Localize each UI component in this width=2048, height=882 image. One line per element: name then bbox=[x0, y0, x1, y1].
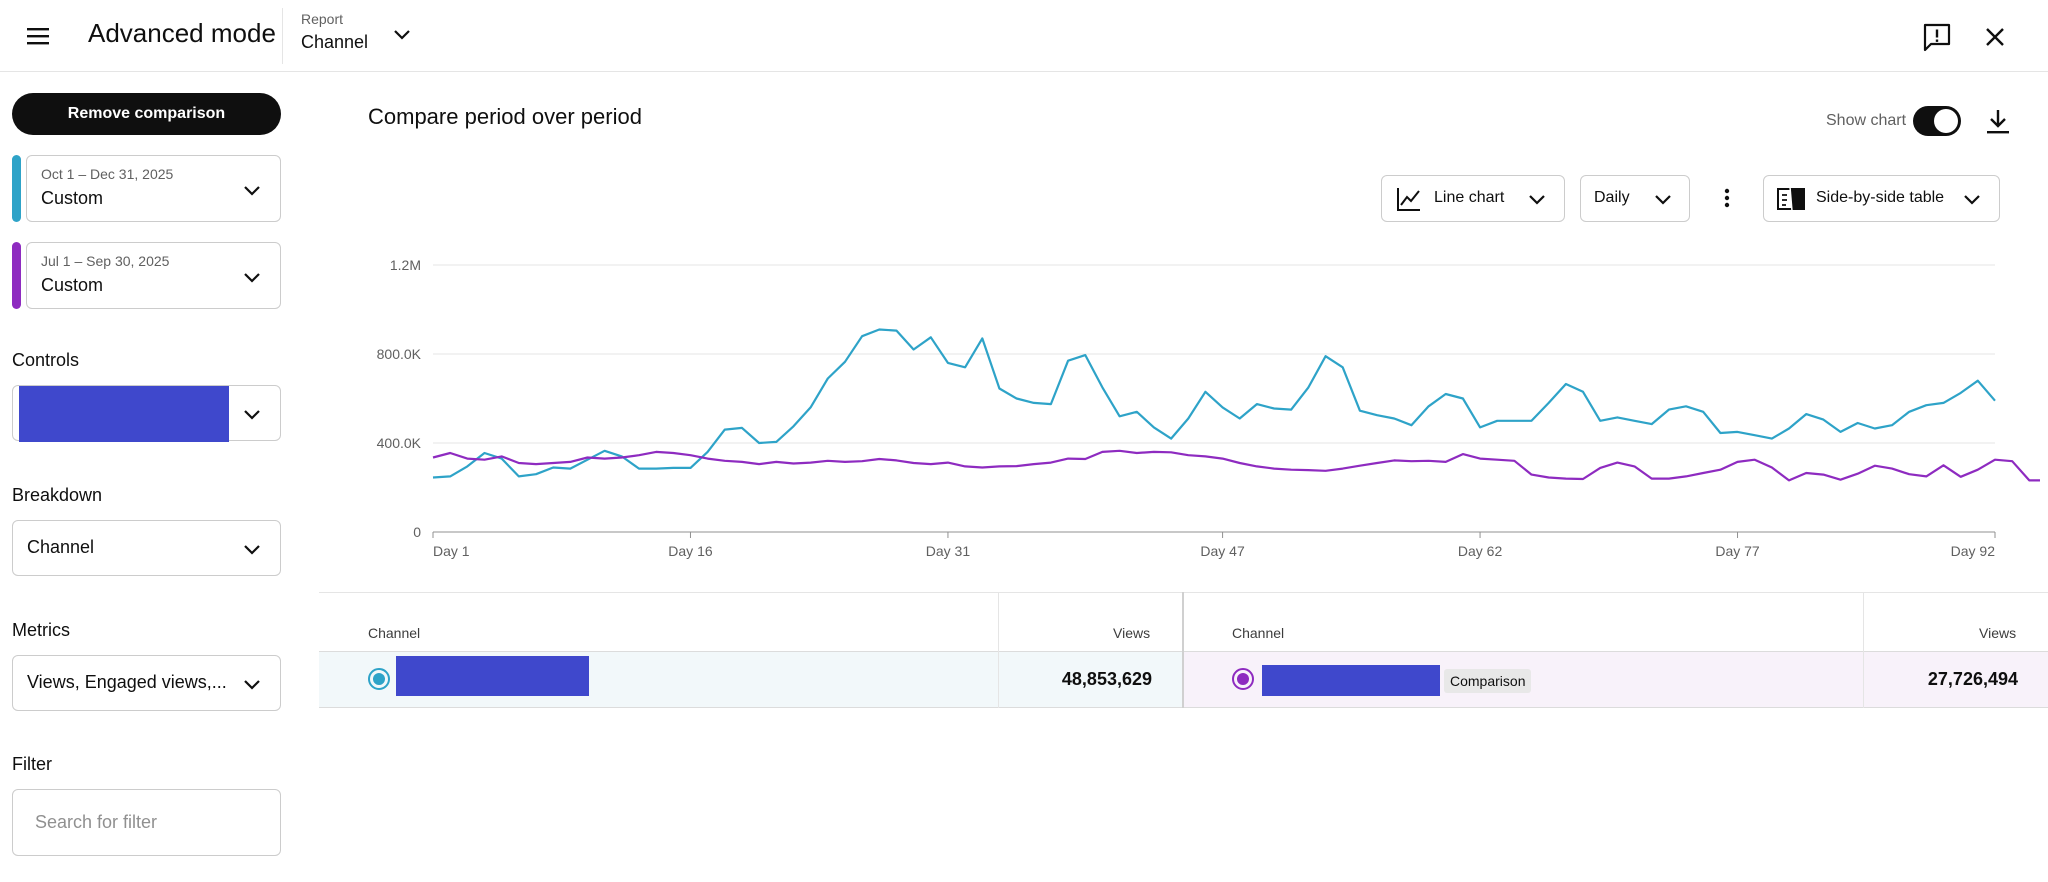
chevron-down-icon bbox=[240, 402, 264, 431]
chevron-down-icon bbox=[240, 265, 264, 294]
views-value: 48,853,629 bbox=[1061, 669, 1152, 689]
breakdown-label: Breakdown bbox=[12, 485, 103, 505]
table-mode-label: Side-by-side table bbox=[1816, 189, 1945, 206]
comparison-column-header-views[interactable]: Views bbox=[1979, 625, 2017, 641]
side-by-side-icon bbox=[1776, 186, 1806, 217]
page-title: Advanced mode bbox=[88, 18, 276, 48]
controls-label: Controls bbox=[12, 350, 80, 370]
report-dropdown-value: Channel bbox=[301, 32, 369, 52]
comparison-channel-thumbnail bbox=[1262, 665, 1440, 696]
column-header-channel[interactable]: Channel bbox=[368, 625, 421, 641]
breakdown-value: Channel bbox=[27, 537, 95, 557]
line-chart: 0 400.0K 800.0K 1.2M Day 1 Day 16 Day 31 Day 47… bbox=[377, 257, 2040, 559]
top-app-bar: Advanced mode Report Channel bbox=[0, 0, 2048, 72]
metrics-dropdown[interactable]: Views, Engaged views,... bbox=[12, 655, 281, 711]
column-divider bbox=[1863, 592, 1864, 708]
channel-thumbnail bbox=[396, 656, 589, 696]
chevron-down-icon bbox=[1960, 187, 1984, 216]
metrics-value: Views, Engaged views,... bbox=[27, 672, 227, 692]
report-dropdown[interactable]: Report Channel bbox=[292, 8, 432, 64]
table-mode-dropdown[interactable]: Side-by-side table bbox=[1763, 175, 2000, 222]
breakdown-dropdown[interactable]: Channel bbox=[12, 520, 281, 576]
comparison-period-color-strip bbox=[12, 242, 21, 309]
controls-color-swatch bbox=[19, 386, 229, 442]
section-title: Compare period over period bbox=[368, 104, 642, 129]
chevron-down-icon bbox=[240, 537, 264, 566]
series-line-comparison-period bbox=[432, 449, 2040, 482]
controls-dropdown[interactable] bbox=[12, 385, 281, 442]
primary-period-range: Oct 1 – Dec 31, 2025 bbox=[41, 166, 174, 182]
more-options-icon[interactable] bbox=[1712, 182, 1742, 214]
report-dropdown-label: Report bbox=[301, 11, 344, 27]
comparison-views-value: 27,726,494 bbox=[1927, 669, 2018, 689]
show-chart-toggle[interactable] bbox=[1913, 106, 1961, 136]
comparison-period-dropdown[interactable]: Jul 1 – Sep 30, 2025 Custom bbox=[26, 242, 281, 309]
row-radio-button[interactable] bbox=[368, 668, 390, 690]
chevron-down-icon bbox=[390, 22, 414, 51]
x-tick-label: Day 77 bbox=[1715, 543, 1760, 559]
comparison-column-header-channel[interactable]: Channel bbox=[1232, 625, 1285, 641]
comparison-period-range: Jul 1 – Sep 30, 2025 bbox=[41, 253, 170, 269]
filter-search-input[interactable] bbox=[12, 789, 281, 856]
interval-dropdown[interactable]: Daily bbox=[1580, 175, 1690, 222]
x-tick-label: Day 31 bbox=[926, 543, 971, 559]
interval-label: Daily bbox=[1594, 189, 1630, 206]
comparison-row-radio-button[interactable] bbox=[1232, 668, 1254, 690]
remove-comparison-button[interactable]: Remove comparison bbox=[12, 93, 281, 135]
chevron-down-icon bbox=[240, 672, 264, 701]
chevron-down-icon bbox=[1525, 187, 1549, 216]
x-tick-label: Day 62 bbox=[1458, 543, 1503, 559]
primary-period-color-strip bbox=[12, 155, 21, 222]
header-divider bbox=[282, 8, 283, 64]
show-chart-label: Show chart bbox=[1826, 112, 1907, 129]
x-tick-label: Day 1 bbox=[433, 543, 470, 559]
chevron-down-icon bbox=[240, 178, 264, 207]
line-chart-icon bbox=[1396, 186, 1422, 217]
x-tick-label: Day 16 bbox=[668, 543, 713, 559]
primary-period-dropdown[interactable]: Oct 1 – Dec 31, 2025 Custom bbox=[26, 155, 281, 222]
chevron-down-icon bbox=[1651, 187, 1675, 216]
x-tick-label: Day 92 bbox=[1951, 543, 1996, 559]
column-header-views[interactable]: Views bbox=[1113, 625, 1151, 641]
menu-icon[interactable] bbox=[22, 20, 54, 52]
feedback-icon[interactable] bbox=[1920, 20, 1954, 54]
download-icon[interactable] bbox=[1982, 106, 2014, 138]
chart-type-label: Line chart bbox=[1434, 189, 1505, 206]
table-split-divider bbox=[1182, 592, 1184, 708]
comparison-badge: Comparison bbox=[1444, 669, 1532, 693]
y-tick-label: 1.2M bbox=[390, 257, 421, 273]
y-tick-label: 800.0K bbox=[377, 346, 422, 362]
comparison-period-value: Custom bbox=[41, 275, 104, 295]
series-line-current-period bbox=[432, 328, 1996, 479]
metrics-label: Metrics bbox=[12, 620, 70, 640]
primary-period-value: Custom bbox=[41, 188, 104, 208]
y-tick-label: 0 bbox=[413, 524, 421, 540]
toggle-knob bbox=[1934, 109, 1958, 133]
radio-dot bbox=[1237, 673, 1249, 685]
x-tick-label: Day 47 bbox=[1200, 543, 1245, 559]
column-divider bbox=[998, 592, 999, 708]
chart-type-dropdown[interactable]: Line chart bbox=[1381, 175, 1565, 222]
filter-label: Filter bbox=[12, 754, 52, 774]
y-tick-label: 400.0K bbox=[377, 435, 422, 451]
close-icon[interactable] bbox=[1978, 20, 2012, 54]
radio-dot bbox=[373, 673, 385, 685]
